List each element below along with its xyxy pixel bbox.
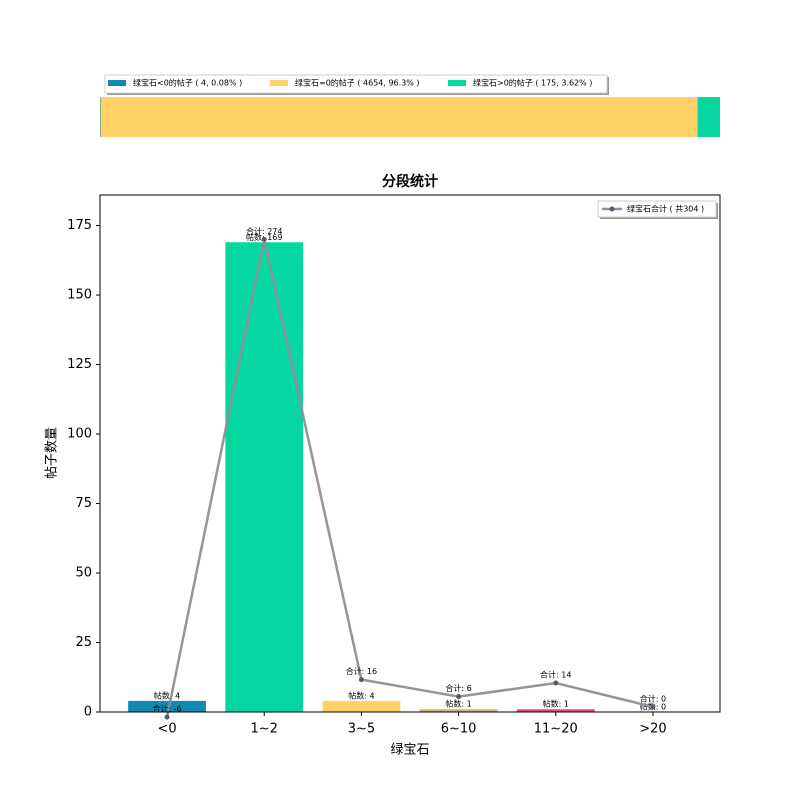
line-value-label: 合计: -6 bbox=[152, 704, 181, 714]
bar bbox=[225, 242, 304, 712]
legend-box bbox=[104, 74, 608, 94]
bar-value-label: 帖数: 4 bbox=[348, 690, 374, 700]
x-tick-label: <0 bbox=[157, 722, 176, 737]
stacked-segment bbox=[697, 97, 720, 137]
y-tick-label: 175 bbox=[67, 218, 92, 233]
bar-value-label: 帖数: 169 bbox=[246, 232, 283, 242]
plot-frame bbox=[99, 194, 721, 713]
line-marker bbox=[261, 236, 267, 242]
legend-box bbox=[597, 200, 717, 218]
legend-label: 绿宝石>0的帖子 ( 175, 3.62% ) bbox=[473, 78, 592, 88]
legend-label: 绿宝石<0的帖子 ( 4, 0.08% ) bbox=[133, 78, 242, 88]
y-tick-label: 75 bbox=[75, 496, 92, 511]
x-tick-label: 1~2 bbox=[251, 722, 278, 737]
y-axis-label: 帖子数量 bbox=[45, 427, 60, 479]
x-tick-label: 6~10 bbox=[441, 722, 477, 737]
line-value-label: 合计: 6 bbox=[445, 683, 471, 693]
legend-label: 绿宝石合计 ( 共304 ) bbox=[627, 204, 704, 214]
bar bbox=[128, 700, 206, 712]
line-value-label: 合计: 16 bbox=[346, 666, 377, 676]
bar bbox=[419, 709, 498, 712]
line-value-label: 合计: 0 bbox=[640, 693, 666, 703]
legend-swatch bbox=[108, 80, 126, 86]
line-marker bbox=[456, 694, 462, 700]
legend-swatch bbox=[270, 80, 288, 86]
x-axis-label: 绿宝石 bbox=[390, 743, 429, 758]
bar-value-label: 帖数: 4 bbox=[154, 690, 180, 700]
legend-label: 绿宝石=0的帖子 ( 4654, 96.3% ) bbox=[295, 78, 420, 88]
line-marker bbox=[553, 680, 559, 686]
legend-marker bbox=[609, 206, 615, 212]
x-tick-label: >20 bbox=[639, 722, 666, 737]
line-value-label: 合计: 274 bbox=[246, 226, 283, 236]
x-tick-label: 11~20 bbox=[534, 722, 578, 737]
line-marker bbox=[164, 714, 170, 720]
bar-value-label: 帖数: 1 bbox=[543, 699, 569, 709]
bar bbox=[322, 700, 401, 712]
y-tick-label: 100 bbox=[67, 427, 92, 442]
y-tick-label: 50 bbox=[75, 566, 92, 581]
y-tick-label: 150 bbox=[67, 288, 92, 303]
y-tick-label: 125 bbox=[67, 357, 92, 372]
bar-value-label: 帖数: 1 bbox=[445, 699, 471, 709]
y-tick-label: 0 bbox=[84, 705, 92, 720]
line bbox=[165, 239, 654, 718]
line-marker bbox=[650, 704, 656, 710]
stacked-segment bbox=[100, 97, 698, 137]
legend-swatch bbox=[448, 80, 466, 86]
line-marker bbox=[358, 677, 364, 683]
stacked-segment bbox=[100, 97, 101, 137]
line-value-label: 合计: 14 bbox=[540, 669, 571, 679]
x-tick-label: 3~5 bbox=[348, 722, 375, 737]
chart-title: 分段统计 bbox=[382, 173, 438, 190]
bar bbox=[516, 709, 595, 712]
y-tick-label: 25 bbox=[75, 635, 92, 650]
